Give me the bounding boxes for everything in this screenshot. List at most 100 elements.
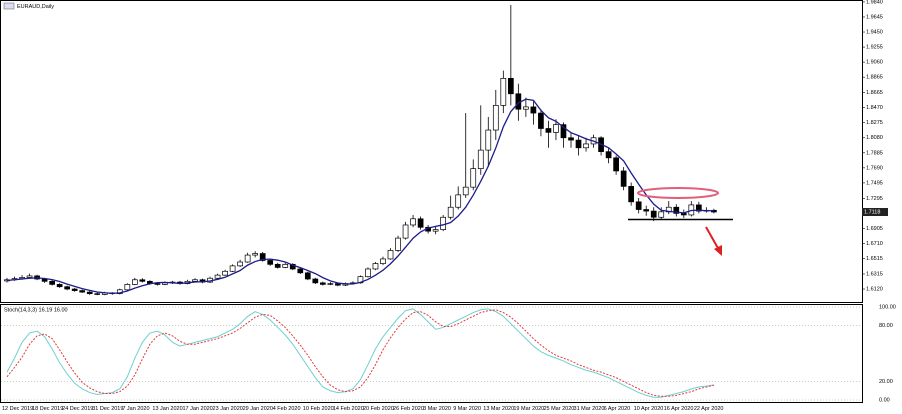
x-tick-label: 4 Feb 2020	[273, 406, 301, 412]
candle-body	[372, 263, 379, 270]
main-pane-frame	[0, 0, 863, 303]
candle-body	[507, 77, 514, 95]
x-tick-label: 3 Mar 2020	[423, 406, 451, 412]
x-tick-label: 12 Dec 2019	[2, 406, 33, 412]
y-tick-label: 1.9255	[866, 45, 883, 51]
candle-body	[432, 229, 439, 232]
candle-body	[620, 170, 627, 187]
candle-body	[673, 206, 680, 214]
stoch-pane-frame	[0, 304, 863, 403]
y-tick-label: 1.9840	[866, 0, 883, 5]
candle-body	[628, 186, 635, 203]
arrow-head	[714, 245, 722, 256]
y-tick-label: 1.7885	[866, 150, 883, 156]
highlight-ellipse	[637, 187, 719, 199]
x-tick-label: 10 Apr 2020	[634, 406, 664, 412]
candle-body	[650, 210, 657, 218]
candle-body	[244, 254, 251, 263]
candle-body	[635, 201, 642, 210]
candle-body	[237, 261, 243, 267]
x-tick-label: 20 Feb 2020	[363, 406, 394, 412]
y-tick-label: 1.9060	[866, 60, 883, 66]
x-tick-label: 22 Apr 2020	[694, 406, 724, 412]
moving-average	[6, 98, 714, 295]
candle-body	[297, 268, 304, 274]
candle-body	[440, 216, 447, 230]
candle-body	[470, 168, 477, 188]
candle-body	[477, 149, 484, 169]
candle-body	[267, 260, 274, 265]
candle-body	[605, 151, 612, 159]
x-tick-label: 25 Mar 2020	[543, 406, 574, 412]
y-tick-label: 1.7690	[866, 165, 883, 171]
candle-body	[26, 275, 33, 278]
x-tick-label: 16 Apr 2020	[664, 406, 694, 412]
candle-body	[530, 106, 537, 114]
candle-body	[274, 263, 281, 268]
x-tick-label: 18 Dec 2019	[32, 406, 63, 412]
x-tick-label: 19 Mar 2020	[513, 406, 544, 412]
candle-body	[124, 284, 131, 291]
y-tick-label: 1.9645	[866, 14, 883, 20]
candle-body	[56, 284, 63, 288]
candle-body	[575, 139, 582, 149]
x-tick-label: 29 Jan 2020	[243, 406, 273, 412]
y-tick-label: 1.6120	[866, 286, 883, 292]
candle-body	[410, 218, 416, 226]
y-tick-label: 1.8080	[866, 135, 883, 141]
candle-body	[680, 213, 687, 216]
y-tick-label: 1.8470	[866, 105, 883, 111]
stoch-title: Stoch(14,3,3) 16.19 16.00	[4, 307, 68, 313]
candle-body	[455, 194, 462, 208]
x-tick-label: 13 Jan 2020	[152, 406, 182, 412]
candle-body	[387, 250, 394, 260]
candle-body	[613, 157, 619, 172]
chart-title: EURAUD,Daily	[17, 4, 54, 10]
y-tick-label: 1.7495	[866, 180, 883, 186]
x-tick-label: 24 Dec 2019	[62, 406, 93, 412]
candle-body	[139, 279, 146, 282]
candle-body	[252, 253, 259, 256]
candle-body	[289, 263, 296, 270]
candle-body	[402, 224, 409, 239]
candle-body	[131, 279, 138, 285]
candle-body	[583, 143, 589, 149]
candle-body	[222, 270, 228, 276]
candle-body	[229, 265, 236, 272]
y-tick-label: 1.6710	[866, 241, 883, 247]
y-tick-label: 1.6315	[866, 271, 883, 277]
candle-body	[538, 112, 544, 129]
x-tick-label: 26 Feb 2020	[393, 406, 424, 412]
candle-body	[695, 204, 702, 212]
candle-body	[94, 293, 101, 295]
x-tick-label: 23 Jan 2020	[213, 406, 243, 412]
x-tick-label: 14 Feb 2020	[333, 406, 364, 412]
x-tick-label: 7 Jan 2020	[122, 406, 149, 412]
x-tick-label: 13 Mar 2020	[483, 406, 514, 412]
candle-body	[327, 283, 334, 285]
candle-body	[417, 218, 424, 228]
y-tick-label: 1.7295	[866, 196, 883, 202]
candle-body	[568, 137, 574, 141]
candle-body	[319, 282, 326, 285]
x-tick-label: 31 Mar 2020	[574, 406, 605, 412]
candle-body	[380, 258, 386, 264]
y-tick-label: 1.6905	[866, 226, 883, 232]
arrow-shaft	[705, 226, 720, 251]
candle-body	[282, 263, 289, 268]
y-tick-label: 1.9450	[866, 29, 883, 35]
candle-body	[154, 283, 161, 285]
candle-body	[79, 290, 86, 293]
candle-body	[553, 124, 559, 133]
x-tick-label: 9 Mar 2020	[453, 406, 481, 412]
y-tick-label: 100.00	[879, 304, 896, 310]
y-tick-label: 1.8275	[866, 120, 883, 126]
candle-body	[49, 280, 55, 285]
candle-body	[523, 106, 529, 110]
candle-body	[447, 206, 454, 218]
candle-body	[304, 272, 311, 280]
x-tick-label: 10 Feb 2020	[303, 406, 334, 412]
y-tick-label: 20.00	[879, 379, 893, 385]
